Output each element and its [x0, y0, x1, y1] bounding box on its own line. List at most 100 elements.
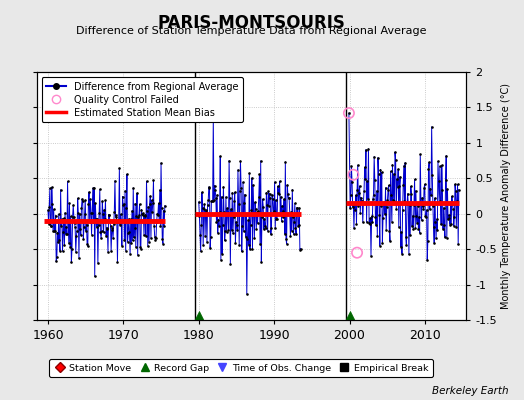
- Point: [56, 248, 64, 254]
- Point: [212, 194, 220, 201]
- Point: [89, 218, 97, 225]
- Point: [61, 230, 70, 237]
- Point: [406, 202, 414, 208]
- Point: [200, 201, 209, 207]
- Point: [49, 228, 57, 234]
- Point: [397, 244, 405, 250]
- Point: [409, 213, 417, 219]
- Point: [116, 211, 125, 218]
- Point: [453, 181, 462, 188]
- Point: [126, 216, 135, 222]
- Point: [360, 188, 368, 194]
- Point: [135, 201, 144, 207]
- Point: [271, 225, 279, 232]
- Point: [362, 146, 370, 153]
- Point: [400, 163, 408, 169]
- Point: [250, 235, 258, 241]
- Point: [280, 196, 288, 202]
- Point: [453, 198, 461, 204]
- Point: [62, 224, 71, 230]
- Point: [376, 242, 384, 249]
- Point: [141, 211, 149, 218]
- Point: [454, 241, 462, 248]
- Point: [403, 201, 411, 208]
- Point: [379, 200, 388, 206]
- Point: [116, 222, 124, 228]
- Point: [397, 229, 406, 236]
- Point: [431, 219, 440, 225]
- Point: [155, 217, 163, 224]
- Point: [389, 171, 398, 177]
- Point: [407, 183, 415, 190]
- Point: [145, 238, 153, 245]
- Point: [89, 185, 97, 191]
- Point: [150, 234, 159, 240]
- Point: [404, 201, 412, 207]
- Point: [364, 195, 372, 202]
- Point: [227, 227, 236, 233]
- Point: [80, 210, 89, 217]
- Point: [430, 240, 439, 246]
- Point: [69, 202, 78, 208]
- Point: [196, 248, 205, 254]
- Point: [421, 213, 430, 220]
- Point: [45, 204, 53, 210]
- Point: [236, 158, 245, 164]
- Legend: Station Move, Record Gap, Time of Obs. Change, Empirical Break: Station Move, Record Gap, Time of Obs. C…: [49, 359, 433, 377]
- Point: [428, 124, 436, 130]
- Point: [55, 237, 63, 243]
- Point: [106, 218, 114, 224]
- Point: [265, 203, 273, 209]
- Point: [348, 179, 356, 185]
- Text: PARIS-MONTSOURIS: PARIS-MONTSOURIS: [158, 14, 345, 32]
- Point: [104, 249, 112, 255]
- Point: [234, 200, 243, 207]
- Point: [270, 208, 278, 214]
- Point: [268, 195, 277, 202]
- Point: [394, 184, 402, 190]
- Point: [243, 236, 252, 242]
- Point: [234, 167, 242, 173]
- Point: [123, 239, 132, 245]
- Point: [286, 233, 294, 239]
- Point: [386, 238, 394, 244]
- Point: [290, 218, 298, 225]
- Point: [158, 236, 167, 242]
- Point: [245, 242, 253, 248]
- Point: [398, 250, 406, 257]
- Point: [385, 228, 394, 234]
- Point: [288, 186, 297, 193]
- Point: [81, 197, 90, 203]
- Point: [411, 224, 419, 231]
- Point: [230, 213, 238, 220]
- Point: [363, 178, 372, 185]
- Legend: Difference from Regional Average, Quality Control Failed, Estimated Station Mean: Difference from Regional Average, Qualit…: [41, 77, 243, 122]
- Point: [416, 151, 424, 158]
- Point: [418, 194, 427, 201]
- Point: [138, 211, 146, 218]
- Point: [52, 254, 61, 261]
- Point: [435, 163, 444, 170]
- Point: [296, 246, 304, 253]
- Point: [113, 219, 121, 226]
- Point: [230, 198, 238, 204]
- Point: [437, 221, 445, 228]
- Point: [451, 181, 459, 188]
- Point: [154, 212, 162, 218]
- Point: [292, 231, 300, 237]
- Point: [103, 224, 111, 231]
- Point: [282, 236, 290, 242]
- Point: [110, 209, 118, 216]
- Point: [210, 196, 218, 203]
- Point: [146, 193, 155, 199]
- Point: [225, 157, 233, 164]
- Point: [269, 211, 278, 218]
- Point: [94, 222, 103, 229]
- Point: [126, 250, 134, 257]
- Point: [233, 222, 241, 229]
- Point: [294, 223, 302, 230]
- Point: [207, 198, 215, 204]
- Point: [119, 202, 127, 208]
- Point: [414, 226, 422, 232]
- Point: [215, 208, 224, 215]
